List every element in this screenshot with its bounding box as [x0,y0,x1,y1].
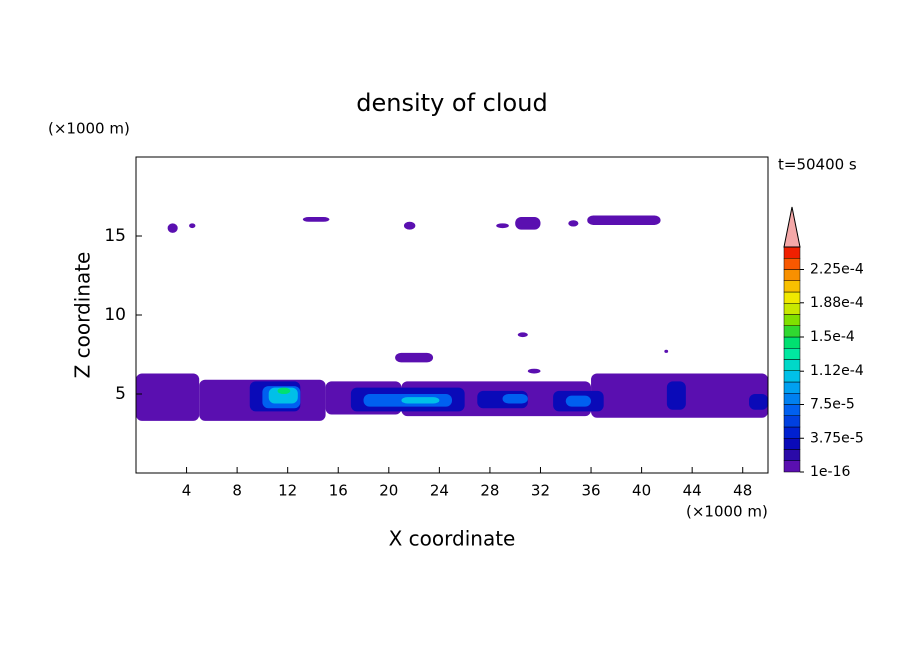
colorbar-band [783,246,801,259]
colorbar-band [783,393,801,405]
x-tick-label: 32 [531,482,550,500]
x-tick-label: 4 [182,482,192,500]
x-tick-label: 44 [683,482,702,500]
x-tick-label: 36 [581,482,600,500]
x-tick-label: 28 [480,482,499,500]
x-tick-label: 12 [278,482,297,500]
contour-region [587,215,661,225]
contour-region [277,387,291,394]
colorbar-tick-label: 2.25e-4 [810,262,864,278]
colorbar-band [783,449,801,461]
colorbar-band [783,303,801,315]
contour-region [189,223,196,229]
colorbar-tick-label: 1e-16 [810,464,850,480]
colorbar-band [783,460,801,473]
x-tick-label: 16 [329,482,348,500]
colorbar-band [783,438,801,450]
x-tick-label: 8 [232,482,242,500]
contour-region [527,368,541,374]
contour-region [403,221,416,230]
colorbar-tick-label: 3.75e-5 [810,430,864,446]
contour-region [136,373,200,421]
colorbar-band [783,426,801,439]
colorbar-over [783,206,801,248]
y-axis-label: Z coordinate [71,252,95,379]
contour-region [496,223,509,229]
colorbar-band [783,291,801,304]
colorbar-band [783,269,801,281]
colorbar-tick-label: 1.5e-4 [810,329,855,345]
plot-frame [135,156,769,474]
x-axis-label: X coordinate [389,527,516,551]
y-unit-label: (×1000 m) [48,120,130,138]
contour-region [502,394,528,404]
contour-region [517,332,528,338]
chart-title: density of cloud [356,89,547,117]
contour-region [568,220,579,227]
x-tick-label: 48 [733,482,752,500]
colorbar-tick-label: 1.88e-4 [810,295,864,311]
contour-region [268,387,298,404]
colorbar-tick-label: 7.5e-5 [810,397,855,413]
x-tick-label: 20 [379,482,398,500]
colorbar-band [783,280,801,293]
x-tick-label: 40 [632,482,651,500]
contour-region [302,217,330,222]
y-tick-label: 15 [104,226,126,246]
colorbar-tick-label: 1.12e-4 [810,363,864,379]
x-unit-label: (×1000 m) [686,503,768,521]
colorbar-band [783,258,801,270]
y-tick-label: 10 [104,305,126,325]
contour-region [666,381,686,410]
y-tick-label: 5 [115,384,126,404]
colorbar-band [783,325,801,338]
contour-region [664,349,669,353]
contour-region [167,223,178,233]
contour-region [565,395,592,407]
contour-region [401,397,440,404]
contour-region [515,217,541,230]
colorbar-band [783,381,801,394]
time-label: t=50400 s [778,156,857,174]
colorbar-band [783,415,801,428]
colorbar-band [783,314,801,326]
colorbar-band [783,370,801,383]
contour-region [395,352,434,363]
colorbar-band [783,359,801,371]
colorbar-band [783,348,801,360]
x-tick-label: 24 [430,482,449,500]
colorbar-band [783,404,801,416]
contour-region [749,394,768,410]
colorbar-band [783,336,801,349]
